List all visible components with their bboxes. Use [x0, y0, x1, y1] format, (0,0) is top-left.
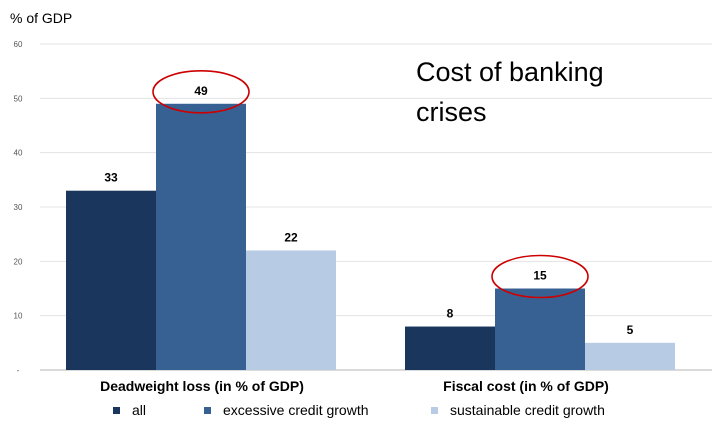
bar-all-0	[66, 190, 156, 370]
y-tick-label-50: 50	[14, 94, 23, 103]
y-axis-label: % of GDP	[10, 10, 73, 26]
bar-excessive-credit-growth-0	[156, 103, 246, 371]
chart-title: Cost of banking crises	[416, 57, 604, 127]
legend-label-sustainable-credit-growth: sustainable credit growth	[450, 402, 605, 418]
legend-swatch-sustainable-credit-growth	[431, 406, 438, 414]
value-label-excessive-credit-growth-0: 49	[194, 84, 208, 98]
highlight-ellipse-1	[491, 254, 589, 299]
y-tick-label-30: 30	[14, 203, 23, 212]
bar-all-1	[405, 326, 495, 370]
y-tick-label-10: 10	[14, 312, 23, 321]
legend-item-all: all	[113, 402, 146, 418]
legend: all excessive credit growth sustainable …	[0, 402, 726, 422]
category-label-deadweight-loss: Deadweight loss (in % of GDP)	[100, 378, 304, 394]
legend-item-sustainable-credit-growth: sustainable credit growth	[431, 402, 605, 418]
y-tick-label-0: -	[17, 366, 20, 375]
legend-label-excessive-credit-growth: excessive credit growth	[223, 402, 369, 418]
value-label-sustainable-credit-growth-1: 5	[627, 323, 634, 337]
value-label-all-0: 33	[104, 171, 118, 185]
y-axis-ticks: 60 50 40 30 20 10 -	[14, 40, 23, 375]
bar-sustainable-credit-growth-1	[585, 342, 675, 370]
bar-excessive-credit-growth-1	[495, 288, 585, 370]
legend-label-all: all	[132, 402, 147, 418]
y-tick-label-60: 60	[14, 40, 23, 49]
highlight-ellipse-0	[152, 69, 250, 114]
value-label-all-1: 8	[447, 307, 454, 321]
annotations	[152, 69, 589, 299]
value-label-excessive-credit-growth-1: 15	[533, 269, 547, 283]
legend-item-excessive-credit-growth: excessive credit growth	[204, 402, 369, 418]
bar-sustainable-credit-growth-0	[246, 250, 336, 370]
y-tick-label-40: 40	[14, 149, 23, 158]
legend-swatch-all	[113, 406, 120, 414]
value-label-sustainable-credit-growth-0: 22	[284, 230, 298, 244]
category-label-fiscal-cost: Fiscal cost (in % of GDP)	[443, 378, 609, 394]
legend-swatch-excessive-credit-growth	[204, 406, 211, 414]
bars	[66, 103, 675, 371]
y-tick-label-20: 20	[14, 257, 23, 266]
value-labels: 33 49 22 8 15 5	[104, 84, 633, 337]
